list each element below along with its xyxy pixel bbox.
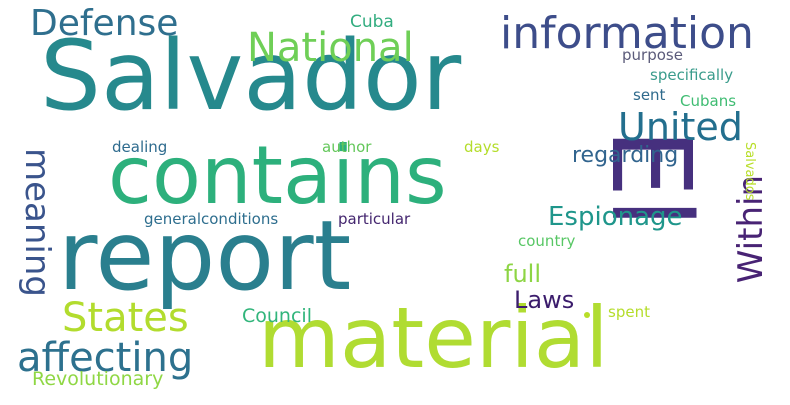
word-cubans: Cubans [680, 92, 737, 110]
word-national: National [247, 25, 414, 71]
word-full: full [504, 260, 541, 288]
word-espionage: Espionage [548, 202, 683, 232]
word-states: States [62, 295, 189, 341]
word-days: days [464, 138, 500, 156]
word-purpose: purpose [622, 46, 683, 64]
word-country: country [518, 232, 576, 250]
word-dealing: dealing [112, 138, 168, 156]
word-generalconditions: generalconditions [144, 210, 279, 228]
word-report: report [58, 200, 352, 312]
word-council: Council [242, 305, 312, 327]
word-defense: Defense [30, 3, 179, 44]
word-regarding: regarding [572, 143, 679, 168]
word-meaning: meaning [17, 148, 57, 297]
word-cuba: Cuba [350, 12, 394, 32]
word-affecting: affecting [17, 335, 194, 381]
word-dot: dot [584, 312, 590, 318]
word-contains: contains [108, 129, 447, 222]
word-specifically: specifically [650, 66, 734, 84]
word-salvados: Salvados [742, 142, 757, 201]
word-sent: sent [633, 86, 666, 104]
word-revolutionary: Revolutionary [32, 368, 164, 390]
word-information: information [500, 8, 754, 59]
word-laws: Laws [514, 286, 575, 314]
word-united: United [618, 105, 743, 149]
word-particular: particular [338, 210, 411, 228]
word-spent: spent [608, 303, 650, 321]
word-material: material [258, 289, 609, 387]
word-salvador: Salvador [40, 20, 462, 132]
word-author: author [322, 138, 372, 156]
